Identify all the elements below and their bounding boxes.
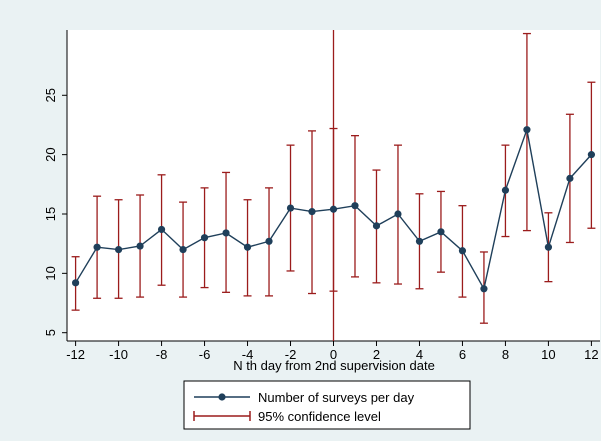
x-tick-label: 6 [459, 347, 466, 362]
data-point [480, 285, 488, 293]
data-point [200, 234, 209, 242]
x-tick-label: 8 [502, 347, 509, 362]
data-point [308, 208, 316, 216]
data-point [372, 222, 381, 230]
data-point [71, 279, 80, 287]
data-point [587, 151, 596, 159]
axes-layer: 5 10 15 20 25 -12 -10 -8 -6 -4 -2 0 2 4 6 8 10 12 [43, 30, 600, 362]
x-tick-label: -8 [156, 347, 168, 362]
data-point [544, 243, 553, 251]
data-point [437, 228, 445, 236]
legend-label-ci: 95% confidence level [258, 409, 381, 424]
y-tick-label: 10 [43, 266, 58, 280]
data-point [265, 237, 273, 245]
y-tick-label: 5 [43, 329, 58, 336]
legend: Number of surveys per day 95% confidence… [183, 380, 471, 430]
points-layer [71, 126, 596, 293]
data-point [415, 237, 424, 245]
data-point [243, 243, 252, 251]
legend-label-series: Number of surveys per day [258, 390, 415, 405]
x-tick-label: 2 [373, 347, 380, 362]
data-point [93, 243, 101, 251]
legend-box [183, 380, 471, 430]
data-point [394, 210, 402, 218]
data-point [329, 205, 338, 213]
data-point [351, 202, 359, 210]
data-point [458, 247, 467, 255]
x-axis-title: N th day from 2nd supervision date [233, 358, 435, 373]
data-point [222, 229, 230, 237]
x-tick-label: -2 [285, 347, 297, 362]
x-tick-label: 0 [330, 347, 337, 362]
x-tick-label: -4 [242, 347, 254, 362]
data-point [523, 126, 531, 134]
x-tick-label: -10 [109, 347, 128, 362]
x-tick-label: 12 [584, 347, 598, 362]
x-tick-label: -6 [199, 347, 211, 362]
x-tick-label: -12 [66, 347, 85, 362]
data-point [501, 186, 510, 194]
y-tick-label: 25 [43, 88, 58, 102]
x-tick-label: 10 [541, 347, 555, 362]
data-point [286, 204, 295, 212]
y-tick-label: 15 [43, 207, 58, 221]
y-tick-label: 20 [43, 147, 58, 161]
data-point [136, 242, 144, 250]
data-point [114, 245, 123, 254]
x-tick-label: 4 [416, 347, 423, 362]
data-point [157, 225, 166, 234]
data-point [566, 174, 574, 182]
data-point [179, 245, 187, 254]
legend-marker-swatch [218, 393, 226, 401]
